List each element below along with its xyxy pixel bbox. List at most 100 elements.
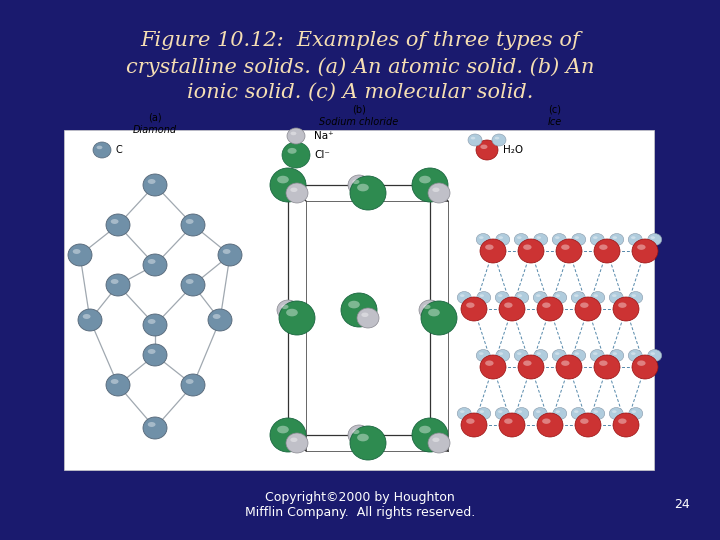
Ellipse shape bbox=[471, 137, 475, 139]
Ellipse shape bbox=[485, 245, 494, 250]
Ellipse shape bbox=[650, 237, 655, 239]
Ellipse shape bbox=[428, 309, 440, 316]
Ellipse shape bbox=[480, 294, 484, 297]
Ellipse shape bbox=[460, 294, 464, 297]
Ellipse shape bbox=[68, 244, 92, 266]
Ellipse shape bbox=[143, 417, 167, 439]
Ellipse shape bbox=[590, 349, 604, 362]
Ellipse shape bbox=[648, 233, 662, 246]
Ellipse shape bbox=[287, 128, 305, 144]
Ellipse shape bbox=[556, 410, 560, 413]
Ellipse shape bbox=[468, 134, 482, 146]
Ellipse shape bbox=[518, 239, 544, 263]
Ellipse shape bbox=[476, 140, 498, 160]
Ellipse shape bbox=[553, 292, 567, 303]
Ellipse shape bbox=[341, 293, 377, 327]
Ellipse shape bbox=[629, 408, 643, 420]
Ellipse shape bbox=[480, 239, 506, 263]
Ellipse shape bbox=[537, 297, 563, 321]
Ellipse shape bbox=[523, 245, 531, 250]
Ellipse shape bbox=[186, 279, 194, 284]
Text: ionic solid. (c) A molecular solid.: ionic solid. (c) A molecular solid. bbox=[186, 83, 534, 102]
Text: (c): (c) bbox=[549, 105, 562, 115]
Ellipse shape bbox=[609, 408, 624, 420]
Text: Diamond: Diamond bbox=[133, 125, 177, 135]
Ellipse shape bbox=[492, 134, 506, 146]
Ellipse shape bbox=[143, 174, 167, 196]
Ellipse shape bbox=[421, 301, 457, 335]
Ellipse shape bbox=[222, 249, 230, 254]
Ellipse shape bbox=[485, 361, 494, 366]
Ellipse shape bbox=[631, 410, 636, 413]
Ellipse shape bbox=[561, 245, 570, 250]
Ellipse shape bbox=[277, 300, 299, 320]
Ellipse shape bbox=[428, 433, 450, 453]
Ellipse shape bbox=[542, 302, 551, 308]
Ellipse shape bbox=[148, 259, 156, 264]
Ellipse shape bbox=[282, 305, 289, 309]
Ellipse shape bbox=[514, 349, 528, 362]
Ellipse shape bbox=[610, 233, 624, 246]
Ellipse shape bbox=[412, 168, 448, 202]
Ellipse shape bbox=[618, 302, 626, 308]
Ellipse shape bbox=[515, 408, 528, 420]
Ellipse shape bbox=[480, 145, 487, 149]
Ellipse shape bbox=[518, 355, 544, 379]
Ellipse shape bbox=[432, 437, 439, 442]
Ellipse shape bbox=[218, 244, 242, 266]
Ellipse shape bbox=[499, 297, 525, 321]
Ellipse shape bbox=[555, 352, 559, 355]
Ellipse shape bbox=[277, 176, 289, 184]
Ellipse shape bbox=[361, 313, 369, 317]
Ellipse shape bbox=[352, 179, 359, 184]
Ellipse shape bbox=[517, 352, 521, 355]
Ellipse shape bbox=[106, 374, 130, 396]
Ellipse shape bbox=[593, 294, 598, 297]
Ellipse shape bbox=[536, 410, 541, 413]
Ellipse shape bbox=[480, 410, 484, 413]
Ellipse shape bbox=[350, 176, 386, 210]
Ellipse shape bbox=[496, 233, 510, 246]
Text: (a): (a) bbox=[148, 113, 162, 123]
Ellipse shape bbox=[632, 355, 658, 379]
Ellipse shape bbox=[517, 237, 521, 239]
Ellipse shape bbox=[571, 408, 585, 420]
Ellipse shape bbox=[637, 245, 646, 250]
Ellipse shape bbox=[613, 352, 617, 355]
Ellipse shape bbox=[96, 146, 102, 149]
Ellipse shape bbox=[106, 214, 130, 236]
Ellipse shape bbox=[423, 305, 431, 309]
Ellipse shape bbox=[457, 408, 472, 420]
Ellipse shape bbox=[629, 349, 642, 362]
Ellipse shape bbox=[612, 294, 616, 297]
Text: C: C bbox=[116, 145, 122, 155]
Ellipse shape bbox=[650, 352, 655, 355]
Ellipse shape bbox=[270, 168, 306, 202]
Ellipse shape bbox=[477, 408, 491, 420]
Ellipse shape bbox=[279, 301, 315, 335]
Ellipse shape bbox=[498, 294, 503, 297]
Ellipse shape bbox=[148, 179, 156, 184]
Ellipse shape bbox=[432, 187, 439, 192]
Ellipse shape bbox=[590, 292, 605, 303]
Ellipse shape bbox=[553, 408, 567, 420]
Ellipse shape bbox=[556, 294, 560, 297]
Ellipse shape bbox=[186, 379, 194, 384]
Ellipse shape bbox=[552, 349, 566, 362]
Ellipse shape bbox=[599, 361, 608, 366]
Ellipse shape bbox=[291, 132, 297, 135]
Ellipse shape bbox=[518, 294, 522, 297]
Text: Na⁺: Na⁺ bbox=[314, 131, 333, 141]
Ellipse shape bbox=[574, 294, 579, 297]
Ellipse shape bbox=[419, 300, 441, 320]
Ellipse shape bbox=[466, 418, 474, 424]
Ellipse shape bbox=[496, 349, 510, 362]
Ellipse shape bbox=[286, 183, 308, 203]
Text: crystalline solids. (a) An atomic solid. (b) An: crystalline solids. (a) An atomic solid.… bbox=[126, 57, 594, 77]
Ellipse shape bbox=[499, 413, 525, 437]
Ellipse shape bbox=[270, 418, 306, 452]
Ellipse shape bbox=[476, 349, 490, 362]
Ellipse shape bbox=[575, 352, 579, 355]
Ellipse shape bbox=[542, 418, 551, 424]
Ellipse shape bbox=[148, 319, 156, 324]
